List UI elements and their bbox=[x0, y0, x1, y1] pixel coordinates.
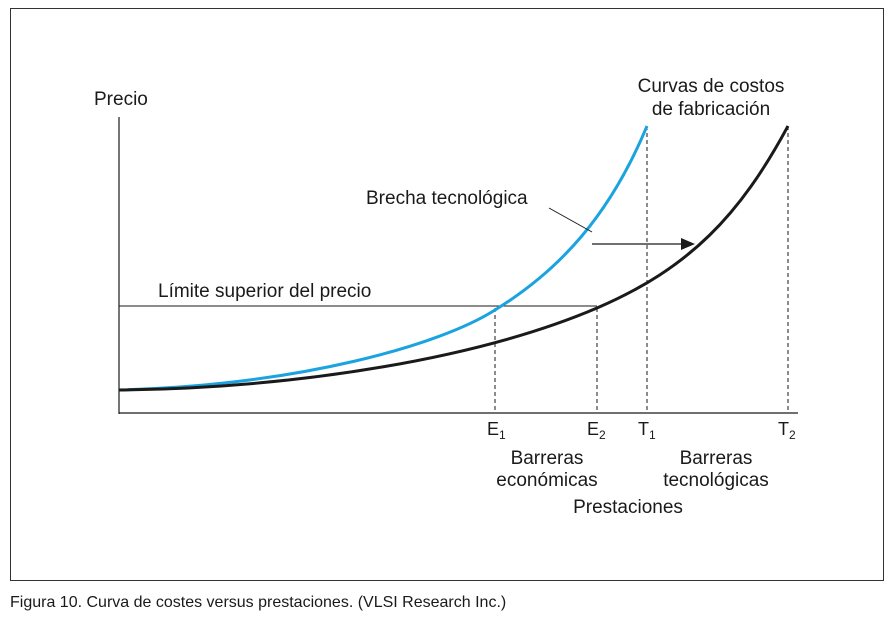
x-axis-label: Prestaciones bbox=[573, 497, 683, 518]
tick-label-t2: T2 bbox=[778, 419, 796, 442]
tick-label-t1: T1 bbox=[638, 419, 656, 442]
cost-curves-label-line1: Curvas de costos bbox=[638, 76, 785, 97]
y-axis-label: Precio bbox=[94, 89, 148, 110]
tick-label-e1: E1 bbox=[487, 419, 506, 442]
tech-barriers-line2: tecnológicas bbox=[663, 470, 769, 491]
price-limit-label: Límite superior del precio bbox=[158, 281, 371, 302]
tick-label-e2: E2 bbox=[587, 419, 606, 442]
figure-caption: Figura 10. Curva de costes versus presta… bbox=[10, 594, 507, 611]
cost-curves-label-line2: de fabricación bbox=[652, 99, 770, 120]
tech-barriers-line1: Barreras bbox=[680, 448, 753, 469]
black-cost-curve bbox=[118, 125, 790, 392]
figure-frame bbox=[10, 8, 884, 581]
tech-gap-label: Brecha tecnológica bbox=[366, 188, 528, 209]
economic-barriers-line2: económicas bbox=[496, 470, 597, 491]
blue-cost-curve bbox=[118, 125, 649, 392]
tech-gap-arrowhead bbox=[681, 238, 695, 250]
economic-barriers-line1: Barreras bbox=[511, 448, 584, 469]
tech-gap-pointer-line bbox=[548, 207, 593, 233]
